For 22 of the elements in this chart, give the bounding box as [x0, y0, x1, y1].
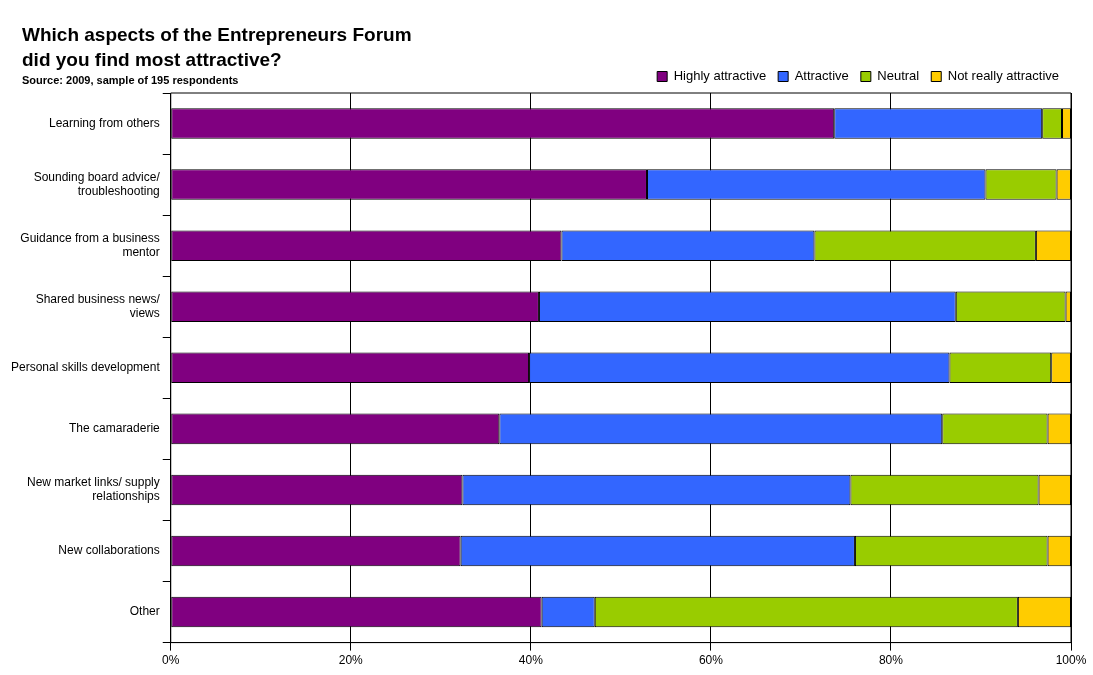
- y-tick-label: Guidance from a business mentor: [20, 230, 160, 260]
- y-tick-label: Learning from others: [49, 115, 160, 130]
- chart-subtitle: Source: 2009, sample of 195 respondents: [22, 74, 239, 86]
- legend-label: Not really attractive: [947, 68, 1059, 84]
- legend-label: Attractive: [794, 68, 849, 84]
- y-tick-label: Personal skills development: [10, 360, 161, 375]
- y-tick-label: Shared business news/views: [35, 291, 161, 321]
- x-tick-label: 100%: [1055, 653, 1087, 668]
- text: Which aspects of the Entrepreneurs Forum: [22, 24, 412, 45]
- y-tick-label: New market links/ supply relationships: [27, 475, 160, 504]
- x-tick-label: 80%: [878, 653, 904, 668]
- x-tick-label: 0%: [162, 653, 180, 668]
- x-tick-label: 20%: [338, 653, 364, 668]
- x-tick-label: 40%: [518, 653, 544, 668]
- y-tick-label: New collaborations: [58, 543, 160, 558]
- y-tick-label: The camaraderie: [69, 421, 161, 436]
- text: did you find most attractive?: [22, 49, 282, 70]
- legend-label: Neutral: [877, 68, 920, 84]
- y-tick-label: Sounding board advice/troubleshooting: [33, 169, 161, 199]
- legend-label: Highly attractive: [673, 68, 767, 84]
- x-tick-label: 60%: [698, 653, 724, 668]
- y-tick-label: Other: [129, 604, 160, 619]
